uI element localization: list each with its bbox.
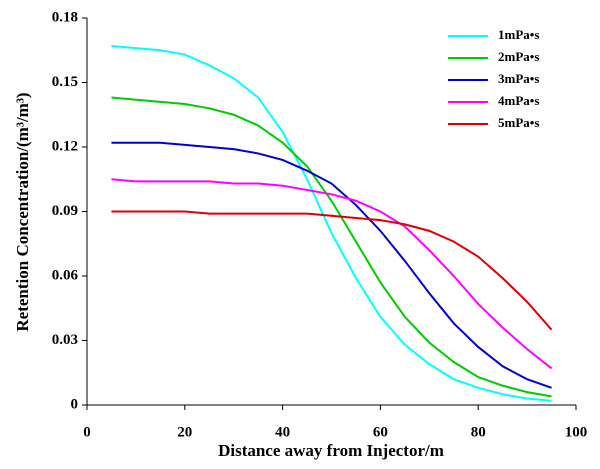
x-tick-label: 80 <box>471 424 486 440</box>
series-line <box>111 44 552 402</box>
legend-label: 3mPa•s <box>498 71 539 86</box>
y-axis-label: Retention Concentration/(m³/m³) <box>13 92 32 331</box>
y-tick-label: 0.09 <box>52 203 78 219</box>
y-tick-label: 0.03 <box>52 332 78 348</box>
legend-label: 2mPa•s <box>498 49 539 64</box>
y-tick-label: 0.18 <box>52 9 78 25</box>
y-tick-label: 0.06 <box>52 267 79 283</box>
series-line <box>111 141 552 389</box>
y-tick-label: 0.15 <box>52 74 78 90</box>
legend-label: 1mPa•s <box>498 27 539 42</box>
x-tick-label: 40 <box>275 424 290 440</box>
x-tick-label: 100 <box>565 424 588 440</box>
y-tick-label: 0.12 <box>52 138 78 154</box>
x-tick-label: 0 <box>83 424 91 440</box>
legend-label: 5mPa•s <box>498 115 539 130</box>
x-tick-label: 60 <box>373 424 388 440</box>
x-tick-label: 20 <box>177 424 192 440</box>
series-line <box>111 178 553 370</box>
x-axis-label: Distance away from Injector/m <box>218 441 444 460</box>
legend-label: 4mPa•s <box>498 93 539 108</box>
y-tick-label: 0 <box>71 396 79 412</box>
series-line <box>111 210 553 331</box>
series-line <box>111 96 552 398</box>
